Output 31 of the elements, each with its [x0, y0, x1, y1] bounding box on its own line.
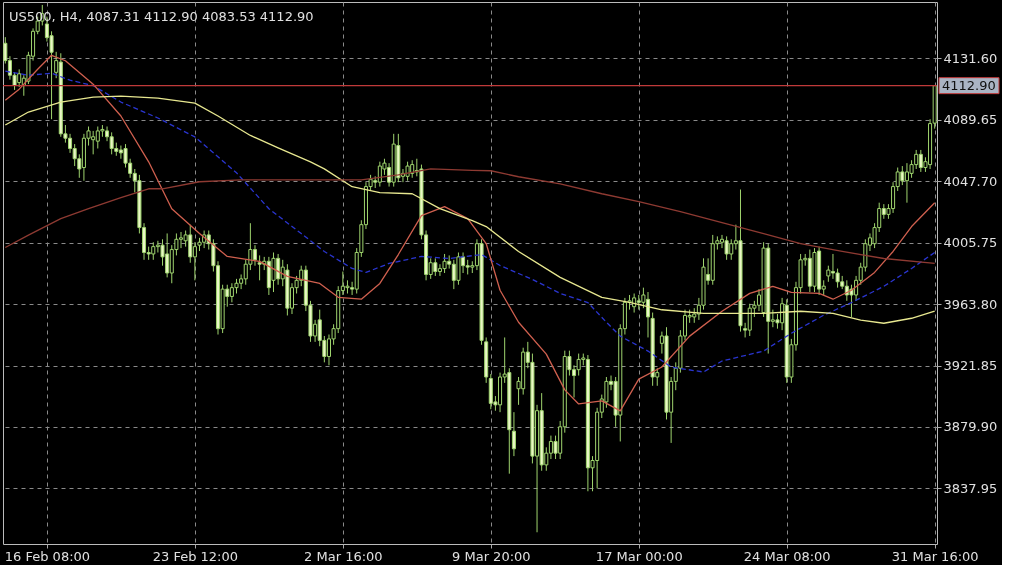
candlestick — [178, 231, 184, 249]
x-tick-label: 2 Mar 16:00 — [304, 548, 383, 564]
x-tick-label: 31 Mar 16:00 — [891, 548, 979, 564]
line-series — [4, 54, 936, 412]
x-tick-label: 24 Mar 08:00 — [743, 548, 831, 564]
y-tick-label: 3879.90 — [943, 419, 998, 435]
ref-line-label: 4112.90 — [942, 77, 996, 93]
candlestick — [271, 251, 276, 293]
candlestick — [345, 279, 350, 295]
candlestick — [109, 131, 114, 155]
y-tick-label: 4089.65 — [943, 112, 998, 128]
line-series — [4, 168, 936, 265]
line-series — [4, 95, 936, 324]
candlestick — [724, 235, 729, 261]
candlestick — [849, 284, 854, 318]
y-tick-label: 3963.80 — [943, 296, 998, 312]
candlestick — [900, 165, 905, 186]
x-tick-label: 9 Mar 20:00 — [452, 548, 531, 564]
x-tick-label: 16 Feb 08:00 — [4, 548, 91, 564]
y-tick-label: 4131.60 — [943, 50, 998, 66]
y-tick-label: 3837.95 — [943, 480, 998, 496]
y-tick-label: 4005.75 — [943, 235, 998, 251]
candlestick — [511, 411, 516, 457]
x-tick-label: 23 Feb 12:00 — [152, 548, 239, 564]
x-tick-label: 17 Mar 00:00 — [595, 548, 683, 564]
y-tick-label: 3921.85 — [943, 358, 998, 374]
candlestick — [252, 244, 258, 267]
candlestick — [456, 251, 461, 286]
candlestick — [442, 253, 447, 274]
candlestick — [604, 376, 609, 409]
y-tick-label: 4047.70 — [943, 173, 998, 189]
